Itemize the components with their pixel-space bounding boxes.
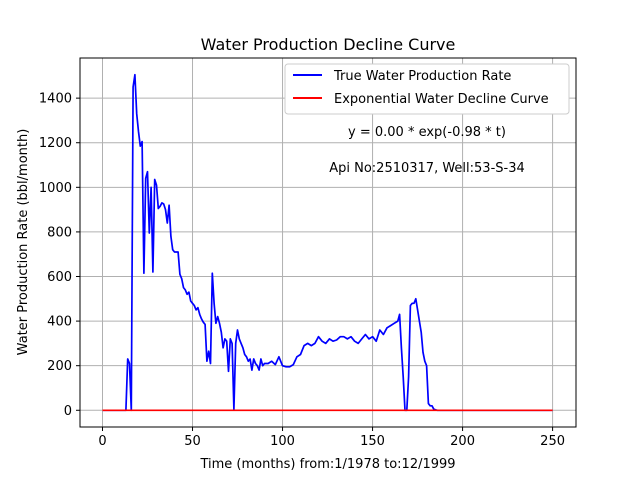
x-tick-label: 0 (98, 434, 106, 449)
chart-title: Water Production Decline Curve (201, 35, 456, 54)
x-tick-label: 150 (360, 434, 385, 449)
legend-label-exp-curve: Exponential Water Decline Curve (334, 92, 549, 107)
legend: True Water Production Rate Exponential W… (284, 63, 570, 115)
y-tick-label: 600 (47, 270, 72, 285)
y-tick-label: 1400 (39, 92, 72, 107)
legend-label-true-rate: True Water Production Rate (333, 69, 511, 84)
legend-box (284, 63, 570, 115)
x-tick-label: 200 (450, 434, 475, 449)
x-tick-label: 100 (270, 434, 295, 449)
equation-annotation: y = 0.00 * exp(-0.98 * t) (348, 125, 506, 140)
y-tick-label: 1200 (39, 136, 72, 151)
x-tick-label: 50 (184, 434, 201, 449)
plot-frame (79, 57, 577, 428)
y-tick-label: 800 (47, 225, 72, 240)
x-tick-label: 250 (540, 434, 565, 449)
y-tick-label: 0 (64, 404, 72, 419)
y-tick-label: 400 (47, 315, 72, 330)
y-tick-label: 200 (47, 359, 72, 374)
y-tick-label: 1000 (39, 181, 72, 196)
x-axis-label: Time (months) from:1/1978 to:12/1999 (199, 457, 455, 472)
well-info-annotation: Api No:2510317, Well:53-S-34 (329, 161, 525, 176)
series-layer (102, 73, 553, 412)
ticks: 0 50 100 150 200 250 0 200 400 600 800 1000 1200 1400 (39, 92, 565, 449)
y-axis-label: Water Production Rate (bbl/month) (16, 129, 31, 356)
